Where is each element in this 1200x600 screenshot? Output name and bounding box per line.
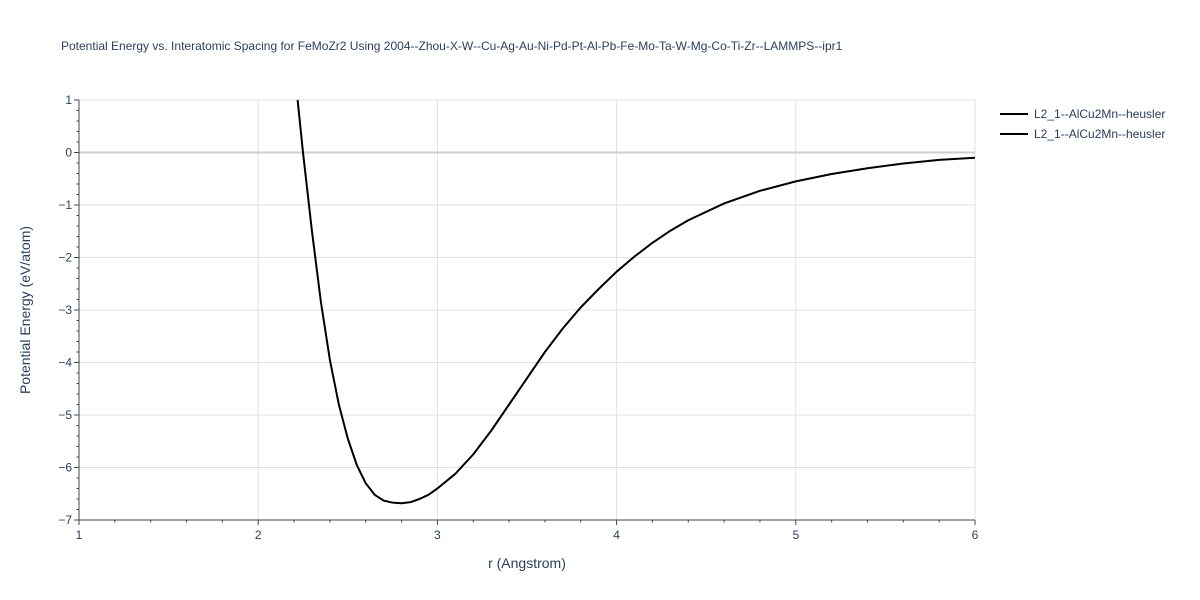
legend-entry[interactable]: L2_1--AlCu2Mn--heusler <box>1034 127 1165 141</box>
x-tick-label: 3 <box>434 528 441 542</box>
x-tick-label: 4 <box>613 528 620 542</box>
series-line <box>296 99 976 505</box>
x-tick-label: 2 <box>255 528 262 542</box>
y-tick-label: 0 <box>65 146 72 160</box>
y-tick-label: −6 <box>58 461 72 475</box>
y-tick-label: −7 <box>58 513 72 527</box>
chart-title: Potential Energy vs. Interatomic Spacing… <box>61 39 843 53</box>
y-axis-title: Potential Energy (eV/atom) <box>17 226 33 394</box>
x-axis-title: r (Angstrom) <box>488 555 566 571</box>
x-tick-label: 5 <box>792 528 799 542</box>
legend-entry[interactable]: L2_1--AlCu2Mn--heusler <box>1034 107 1165 121</box>
y-tick-label: −2 <box>58 251 72 265</box>
y-tick-label: 1 <box>65 93 72 107</box>
plot-area <box>296 99 976 505</box>
y-tick-label: −4 <box>58 356 72 370</box>
y-tick-label: −3 <box>58 303 72 317</box>
legend[interactable]: L2_1--AlCu2Mn--heusler L2_1--AlCu2Mn--heu… <box>1000 107 1165 141</box>
grid <box>79 99 976 520</box>
axes: 1 2 3 4 5 6 1 0 −1 −2 −3 −4 −5 −6 −7 <box>58 93 978 542</box>
x-tick-label: 1 <box>76 528 83 542</box>
y-tick-label: −5 <box>58 408 72 422</box>
x-tick-label: 6 <box>972 528 979 542</box>
y-tick-label: −1 <box>58 198 72 212</box>
